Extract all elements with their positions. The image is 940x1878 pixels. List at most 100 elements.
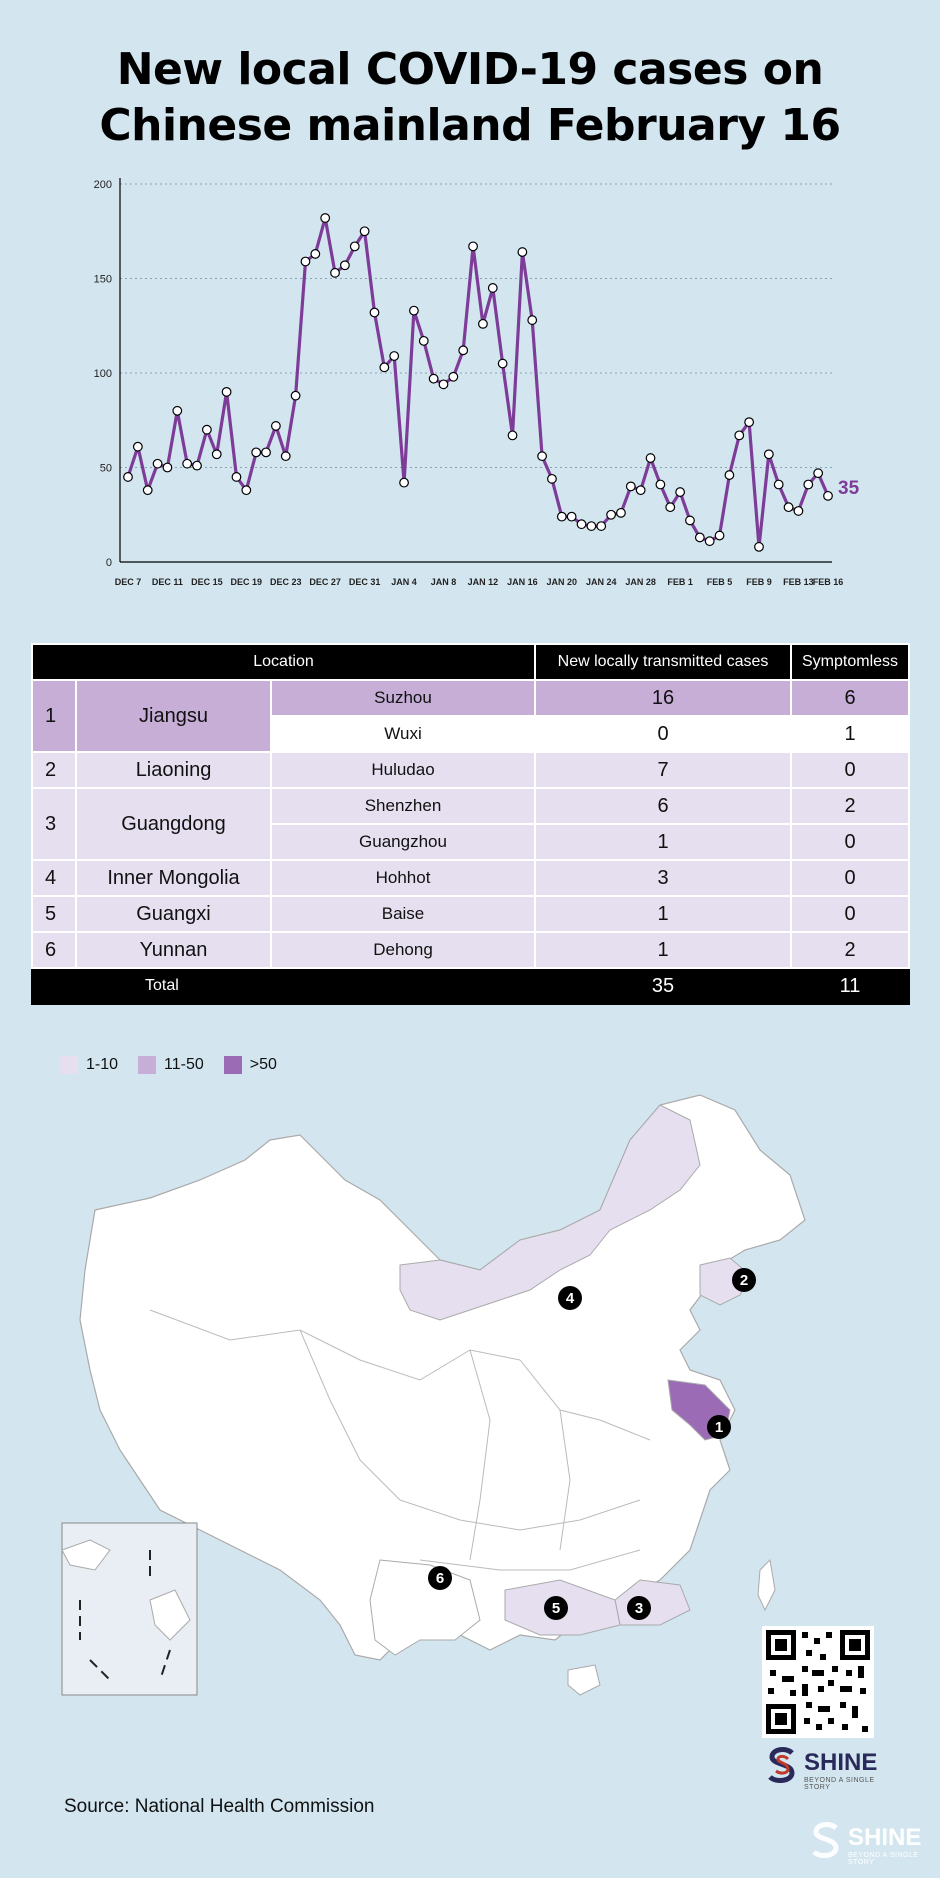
city-cell: Baise: [269, 895, 537, 933]
x-tick-label: FEB 16: [813, 577, 844, 587]
cases-cell: 1: [534, 823, 793, 861]
title-line-1: New local COVID-19 cases on: [116, 44, 824, 95]
data-point: [320, 213, 331, 223]
data-point: [675, 487, 686, 497]
data-point: [566, 511, 577, 522]
marker-3: 3: [627, 1596, 651, 1620]
data-point: [211, 449, 222, 460]
data-point: [182, 458, 193, 469]
watermark-name: SHINE: [848, 1824, 922, 1851]
legend-item: 11-50: [138, 1056, 204, 1074]
data-point: [290, 390, 301, 401]
data-point: [487, 283, 498, 293]
data-point: [201, 424, 212, 435]
city-cell: Dehong: [269, 931, 537, 969]
x-tick-label: DEC 23: [270, 577, 302, 587]
cases-cell: 3: [534, 859, 793, 897]
data-point: [527, 315, 538, 325]
shine-watermark: SHINE BEYOND A SINGLE STORY: [808, 1820, 928, 1866]
province-cell: Guangdong: [75, 787, 272, 861]
data-point: [221, 386, 232, 397]
city-cell: Wuxi: [269, 715, 537, 753]
page-title: New local COVID-19 cases on Chinese main…: [0, 42, 940, 154]
x-tick-label: DEC 11: [152, 577, 183, 587]
rank-cell: 4: [31, 859, 77, 897]
symptomless-cell: 0: [790, 895, 911, 933]
map-legend: 1-10 11-50 >50: [60, 1056, 297, 1074]
table-row: Wuxi 0 1: [32, 715, 911, 753]
watermark-tagline: BEYOND A SINGLE STORY: [848, 1852, 919, 1866]
china-map: 1 2 3 4 5 6: [61, 1094, 806, 1696]
logo-tagline: BEYOND A SINGLE STORY: [804, 1777, 875, 1791]
data-point: [724, 470, 735, 480]
region-hainan: [567, 1664, 601, 1696]
symptomless-cell: 6: [790, 679, 911, 717]
table-row: 3 Guangdong Shenzhen 6 2: [31, 787, 911, 861]
data-point: [685, 515, 695, 526]
city-cell: Huludao: [269, 751, 537, 789]
data-point: [428, 373, 439, 384]
data-point: [231, 472, 242, 482]
data-point: [547, 473, 557, 484]
legend-label: 1-10: [86, 1056, 119, 1073]
line-chart: 0 50 100 150 200 DEC 7 DEC 11 DEC 15 DEC 19 DEC 2…: [94, 178, 860, 587]
data-point: [359, 226, 370, 237]
legend-swatch: [138, 1056, 157, 1074]
province-cell: Yunnan: [75, 931, 272, 969]
data-point: [123, 472, 133, 482]
rank-cell: 2: [31, 751, 77, 789]
data-point: [754, 541, 764, 552]
cases-cell: 6: [534, 787, 793, 825]
region-liaoning: [699, 1257, 751, 1306]
data-point: [586, 521, 597, 531]
data-point: [704, 536, 715, 547]
data-point: [635, 485, 646, 496]
data-point: [458, 345, 469, 356]
marker-4: 4: [558, 1286, 582, 1310]
symptomless-cell: 1: [790, 715, 911, 753]
data-point: [152, 458, 163, 469]
x-tick-label: DEC 15: [191, 577, 223, 587]
data-point: [261, 447, 271, 458]
data-point: [823, 490, 833, 501]
table-row: 6 Yunnan Dehong 1 2: [31, 931, 911, 969]
logo-name: SHINE: [804, 1749, 878, 1776]
title-line-2: Chinese mainland February 16: [99, 100, 841, 151]
data-point: [694, 532, 705, 543]
rank-cell: 5: [31, 895, 77, 933]
data-point: [369, 307, 380, 318]
legend-swatch: [223, 1056, 242, 1074]
data-point: [793, 506, 804, 516]
legend-swatch: [60, 1056, 78, 1074]
legend-label: >50: [249, 1056, 277, 1073]
data-point: [280, 451, 291, 462]
data-point: [389, 351, 400, 361]
data-point: [340, 260, 350, 271]
data-point: [763, 449, 774, 460]
marker-2: 2: [732, 1268, 756, 1292]
data-point: [132, 441, 143, 452]
legend-label: 11-50: [164, 1056, 204, 1073]
data-point: [251, 447, 262, 458]
region-taiwan: [757, 1558, 776, 1612]
total-symptomless: 11: [790, 967, 911, 1005]
x-tick-label: DEC 31: [349, 577, 381, 587]
data-point: [576, 519, 587, 530]
table-row: 5 Guangxi Baise 1 0: [31, 895, 911, 933]
marker-6-label: 6: [436, 1570, 444, 1587]
region-inner-mongolia: [399, 1104, 701, 1321]
table-row: 2 Liaoning Huludao 7 0: [31, 751, 911, 789]
cases-cell: 0: [534, 715, 793, 753]
marker-5-label: 5: [552, 1600, 560, 1617]
data-point: [625, 481, 636, 492]
x-tick-label: FEB 1: [667, 577, 693, 587]
data-point: [162, 462, 173, 473]
city-cell: Suzhou: [269, 679, 537, 717]
data-point: [142, 485, 153, 496]
y-tick-label: 150: [94, 274, 112, 286]
header-symptomless: Symptomless: [790, 643, 911, 681]
data-point: [616, 507, 626, 518]
x-tick-label: DEC 19: [231, 577, 263, 587]
data-point: [448, 371, 459, 382]
rank-cell: 1: [31, 679, 77, 753]
